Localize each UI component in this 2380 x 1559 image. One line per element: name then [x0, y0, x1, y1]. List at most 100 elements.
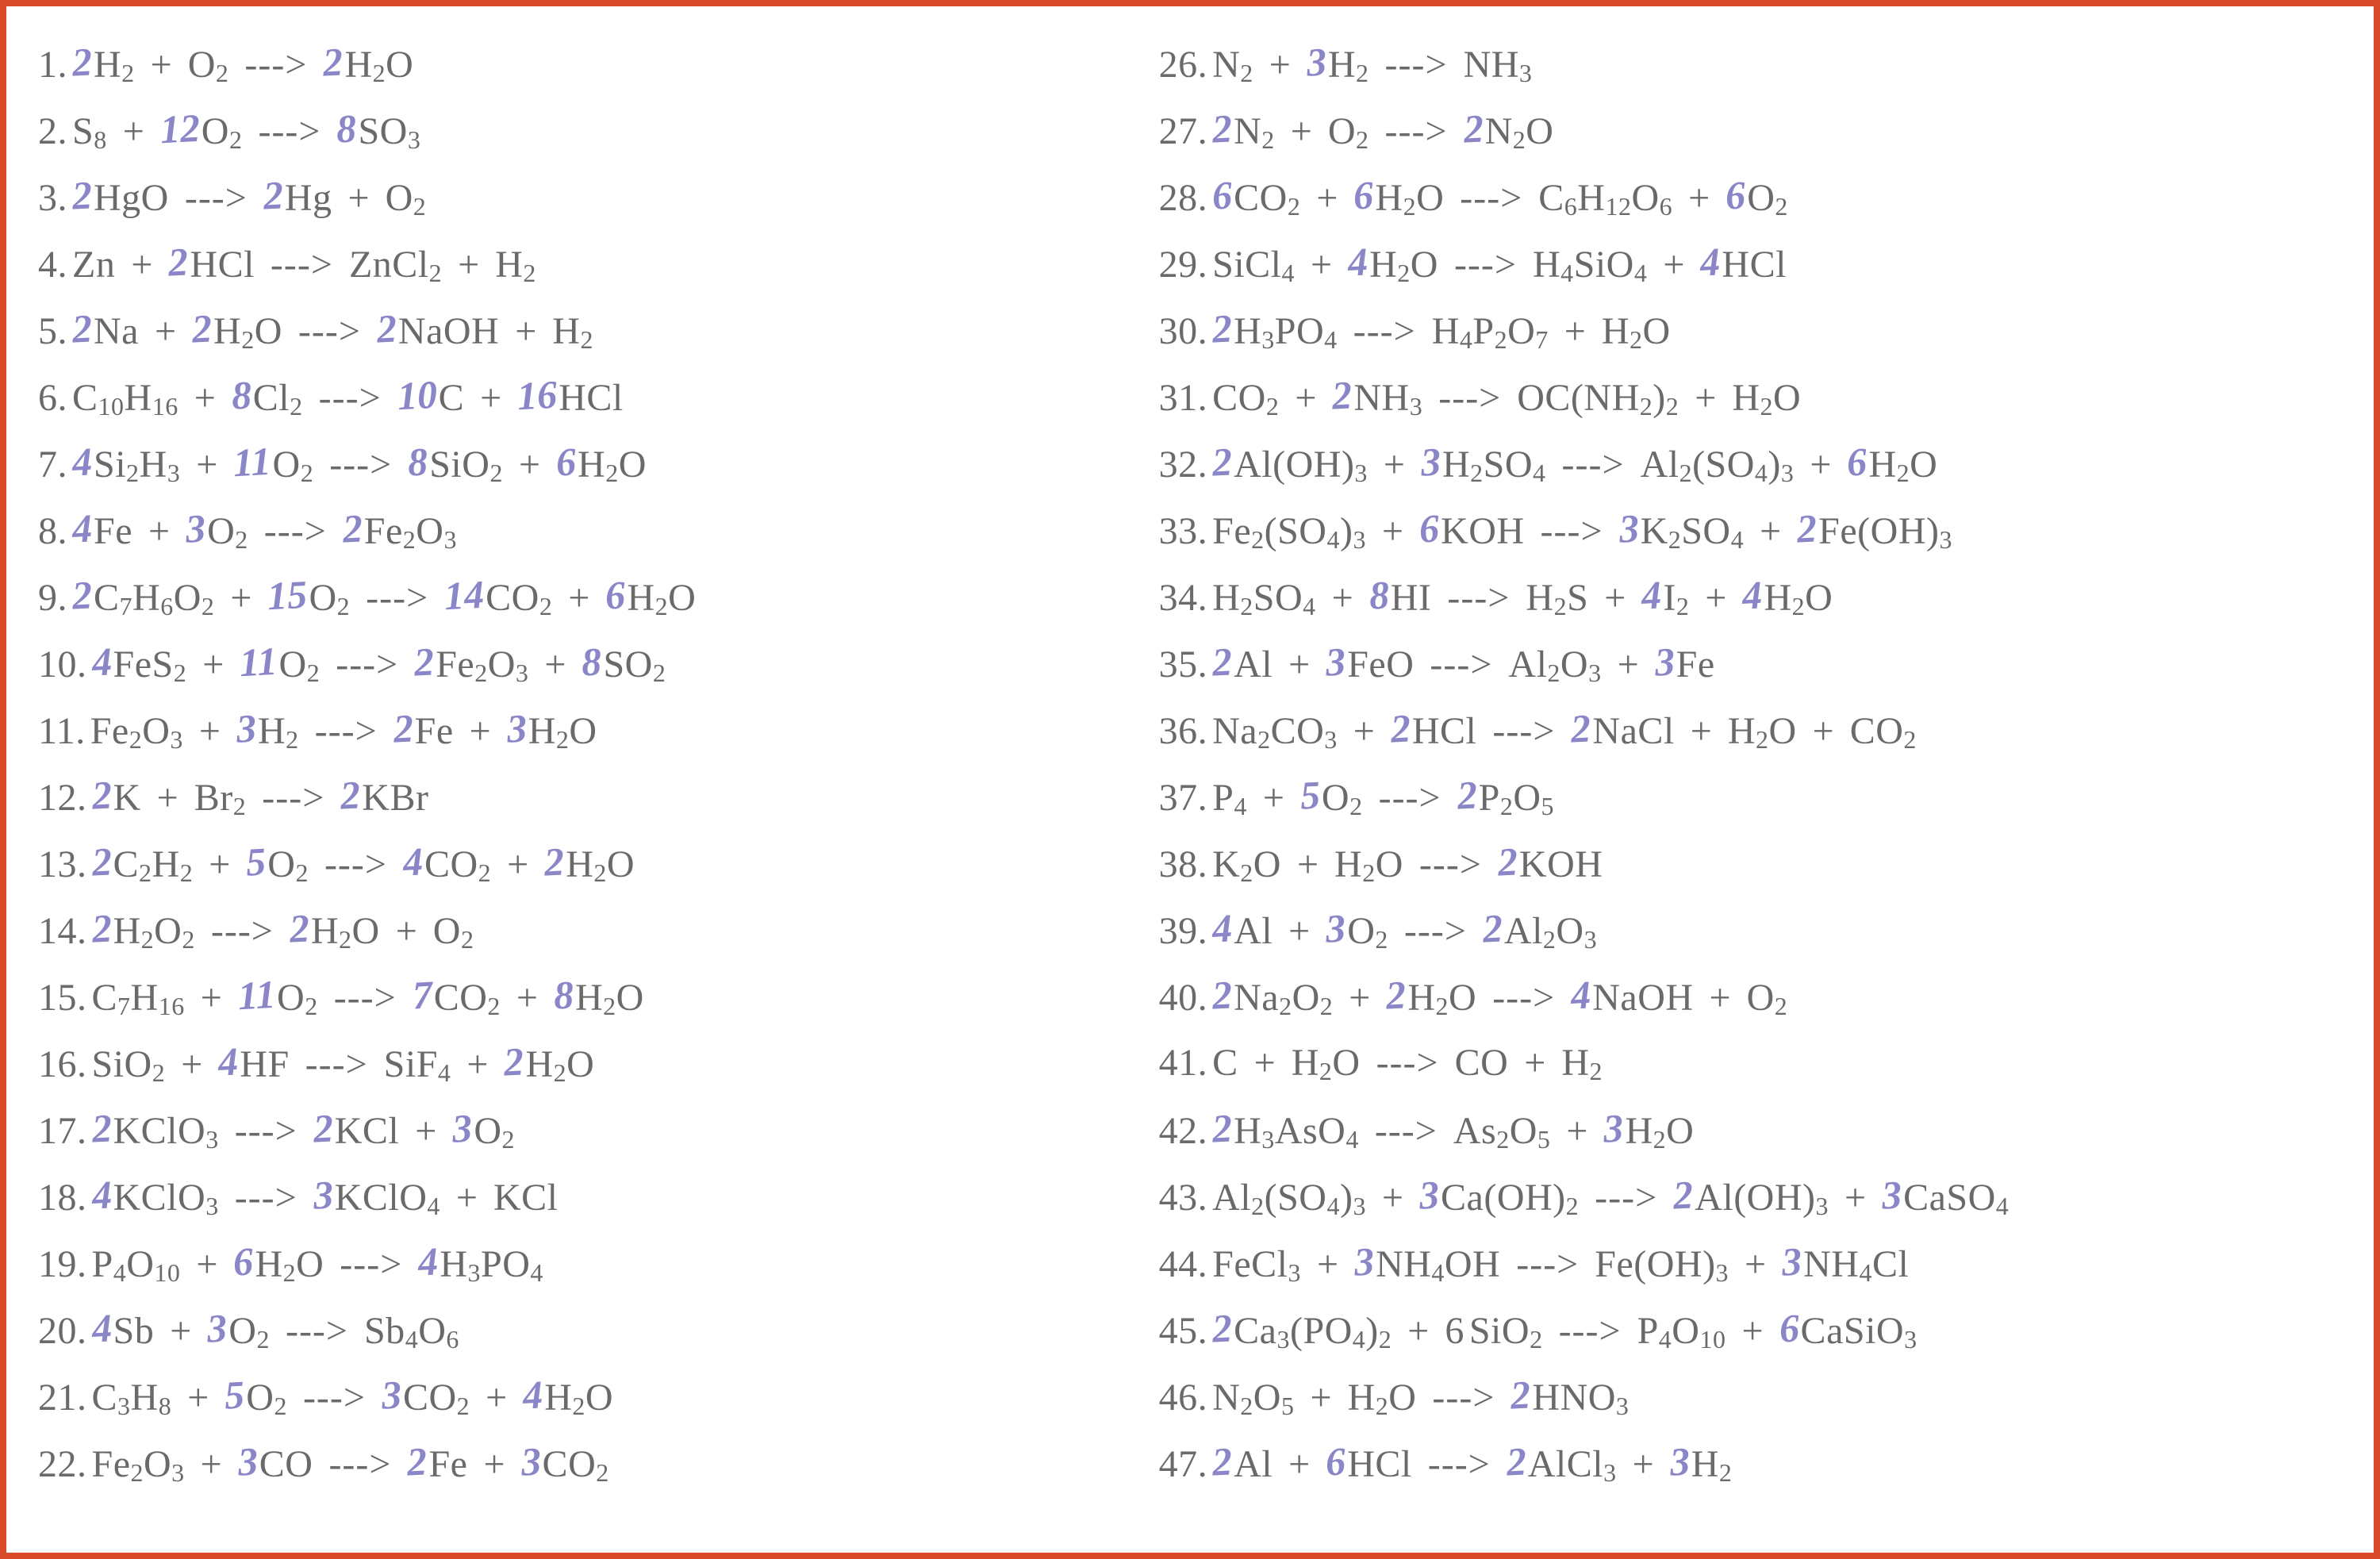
species: 2Al [1212, 1430, 1273, 1498]
handwritten-coefficient: 3 [236, 1427, 259, 1495]
equation-row: 16.SiO2+4HF--->SiF4+2H2O [38, 1030, 1135, 1096]
chemical-formula: Al2O3 [1508, 632, 1601, 701]
species: 4Fe [72, 497, 132, 565]
chemical-formula: H2O [1868, 432, 1937, 501]
handwritten-coefficient: 4 [1569, 961, 1592, 1028]
species: 3Ca(OH)2 [1419, 1163, 1579, 1235]
chemical-formula: Na [94, 298, 139, 365]
chemical-formula: O2 [188, 32, 229, 102]
arrow-symbol: ---> [211, 898, 274, 965]
handwritten-coefficient: 2 [1505, 1427, 1528, 1495]
chemical-formula: P4 [1212, 765, 1247, 835]
equation-number: 1. [38, 32, 67, 98]
plus-symbol: + [187, 1365, 209, 1431]
plus-symbol: + [1760, 498, 1781, 565]
equation-number: 44. [1159, 1231, 1208, 1298]
handwritten-coefficient: 2 [167, 228, 190, 295]
equation-row: 21.C3H8+5O2--->3CO2+4H2O [38, 1363, 1135, 1430]
chemical-formula: H2O [1292, 1030, 1361, 1100]
species: H2SO4 [1212, 565, 1316, 635]
equation-number: 12. [38, 765, 87, 831]
species: 6CaSiO3 [1779, 1296, 1917, 1368]
species: 2H2O [544, 830, 635, 901]
species: 10C [397, 363, 465, 432]
species: 8HI [1369, 563, 1432, 632]
chemical-formula: I2 [1663, 565, 1689, 635]
handwritten-coefficient: 2 [1481, 894, 1504, 962]
species: 7CO2 [413, 963, 501, 1035]
chemical-formula: CO2 [543, 1431, 609, 1501]
equation-number: 11. [38, 698, 86, 765]
chemical-formula: O2 [1347, 898, 1388, 968]
species: SiF4 [384, 1031, 451, 1101]
chemical-formula: NH4Cl [1803, 1231, 1909, 1301]
equation-row: 31.CO2+2NH3--->OC(NH2)2+H2O [1159, 363, 2334, 430]
equation-row: 6.C10H16+8Cl2--->10C+16HCl [38, 363, 1135, 430]
arrow-symbol: ---> [1492, 965, 1555, 1031]
equation-number: 22. [38, 1431, 87, 1498]
handwritten-coefficient: 2 [1211, 1294, 1234, 1361]
species: As2O5 [1453, 1098, 1551, 1168]
equation-number: 33. [1159, 498, 1208, 565]
plus-symbol: + [196, 1231, 217, 1298]
chemical-formula: C3H8 [92, 1365, 172, 1434]
chemical-formula: CO2 [403, 1365, 470, 1434]
equation-number: 39. [1159, 898, 1208, 965]
handwritten-coefficient: 2 [1461, 94, 1484, 162]
chemical-formula: H2O [1764, 565, 1833, 635]
handwritten-coefficient: 2 [90, 1094, 113, 1162]
equation-number: 42. [1159, 1098, 1208, 1165]
species: Sb4O6 [364, 1298, 459, 1368]
equation-row: 39.4Al+3O2--->2Al2O3 [1159, 897, 2334, 963]
chemical-formula: Fe2O3 [92, 1431, 185, 1501]
species: 2Al2O3 [1483, 897, 1597, 968]
chemical-formula: Fe [1676, 632, 1715, 698]
species: H4P2O7 [1432, 298, 1549, 368]
chemical-formula: FeCl3 [1212, 1231, 1301, 1301]
arrow-symbol: ---> [336, 632, 398, 698]
chemical-formula: CO2 [1850, 698, 1917, 768]
species: 3O2 [1326, 897, 1388, 968]
species: 3NH4Cl [1782, 1230, 1909, 1301]
plus-symbol: + [1741, 1298, 1763, 1365]
species: 3H2 [1670, 1430, 1733, 1501]
species: 4Al [1212, 897, 1273, 965]
equation-number: 5. [38, 298, 67, 365]
species: 8SO3 [336, 97, 420, 168]
species: 11O2 [240, 630, 320, 701]
chemical-formula: H2SO4 [1442, 432, 1546, 501]
arrow-symbol: ---> [264, 498, 327, 565]
handwritten-coefficient: 11 [232, 428, 273, 496]
chemical-formula: O2 [267, 831, 309, 901]
chemical-formula: N2O5 [1212, 1365, 1294, 1434]
plus-symbol: + [1691, 698, 1712, 765]
handwritten-coefficient: 5 [1299, 761, 1322, 828]
species: Fe2O3 [92, 1431, 185, 1501]
chemical-formula: K2SO4 [1641, 498, 1745, 568]
equation-number: 6. [38, 365, 67, 432]
equation-row: 12.2K+Br2--->2KBr [38, 763, 1135, 830]
species: Br2 [194, 765, 247, 835]
species: Al2(SO4)3 [1212, 1165, 1366, 1235]
chemical-formula: SiO2 [1469, 1298, 1543, 1368]
handwritten-coefficient: 3 [1653, 628, 1676, 695]
plus-symbol: + [1288, 898, 1310, 965]
species: 4Si2H3 [72, 430, 180, 501]
handwritten-coefficient: 2 [1211, 628, 1234, 695]
arrow-symbol: ---> [1376, 1030, 1439, 1096]
species: 2Fe [393, 697, 454, 765]
species: Al2(SO4)3 [1641, 432, 1795, 501]
plus-symbol: + [507, 831, 528, 898]
arrow-symbol: ---> [328, 1431, 391, 1498]
printed-coefficient: 6 [1445, 1298, 1464, 1365]
chemical-formula: O2 [1322, 765, 1363, 835]
species: C [1212, 1030, 1238, 1096]
species: 2KClO3 [92, 1096, 219, 1168]
chemical-formula: Br2 [194, 765, 247, 835]
species: 3O2 [452, 1096, 515, 1168]
handwritten-coefficient: 3 [235, 694, 258, 762]
chemical-formula: C7H6O2 [94, 565, 214, 635]
plus-symbol: + [1633, 1431, 1654, 1498]
plus-symbol: + [1254, 1030, 1276, 1096]
handwritten-coefficient: 2 [71, 561, 94, 628]
